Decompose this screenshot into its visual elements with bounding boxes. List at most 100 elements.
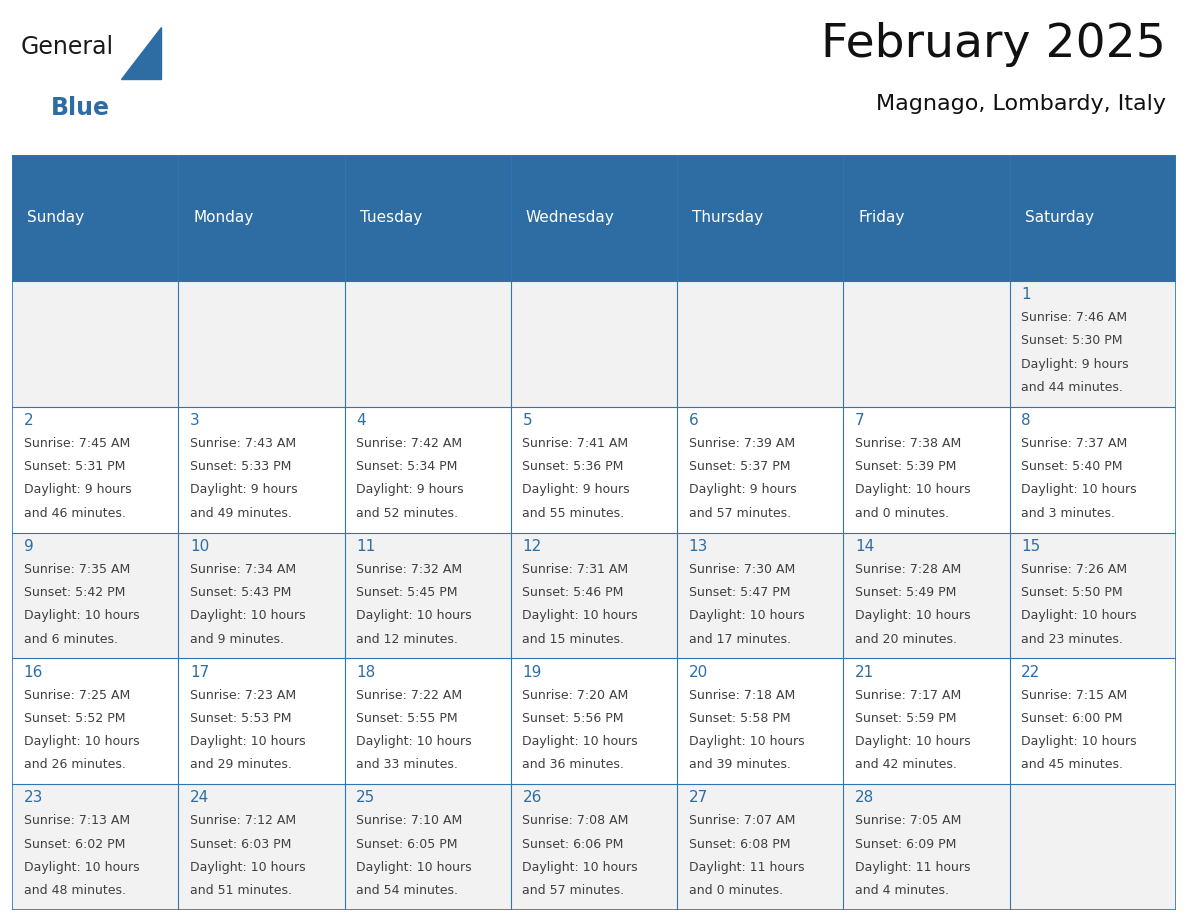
Bar (677, 532, 843, 658)
Text: Sunset: 5:37 PM: Sunset: 5:37 PM (689, 460, 790, 473)
Text: and 39 minutes.: and 39 minutes. (689, 758, 791, 771)
Bar (1010, 658, 1176, 784)
Bar (12, 658, 178, 784)
Text: Sunrise: 7:38 AM: Sunrise: 7:38 AM (855, 437, 961, 450)
Text: Sunrise: 7:30 AM: Sunrise: 7:30 AM (689, 563, 795, 576)
Text: 2: 2 (24, 413, 33, 428)
Text: Sunrise: 7:08 AM: Sunrise: 7:08 AM (523, 814, 628, 827)
Text: Sunrise: 7:34 AM: Sunrise: 7:34 AM (190, 563, 296, 576)
Text: Sunrise: 7:32 AM: Sunrise: 7:32 AM (356, 563, 462, 576)
Text: Sunset: 5:49 PM: Sunset: 5:49 PM (855, 586, 956, 599)
Bar (345, 658, 511, 784)
Text: Sunrise: 7:28 AM: Sunrise: 7:28 AM (855, 563, 961, 576)
Bar (511, 155, 677, 281)
Text: Sunrise: 7:18 AM: Sunrise: 7:18 AM (689, 688, 795, 701)
Text: Daylight: 9 hours: Daylight: 9 hours (523, 484, 630, 497)
Text: Daylight: 10 hours: Daylight: 10 hours (523, 610, 638, 622)
Bar (345, 407, 511, 532)
Text: Daylight: 10 hours: Daylight: 10 hours (24, 861, 139, 874)
Text: Daylight: 10 hours: Daylight: 10 hours (523, 861, 638, 874)
Text: Daylight: 10 hours: Daylight: 10 hours (356, 735, 472, 748)
Text: Daylight: 9 hours: Daylight: 9 hours (1022, 358, 1129, 371)
Bar (843, 281, 1010, 407)
Text: and 42 minutes.: and 42 minutes. (855, 758, 958, 771)
Text: 22: 22 (1022, 665, 1041, 679)
Text: Daylight: 10 hours: Daylight: 10 hours (689, 735, 804, 748)
Text: and 20 minutes.: and 20 minutes. (855, 633, 958, 645)
Text: Daylight: 9 hours: Daylight: 9 hours (356, 484, 463, 497)
Text: 14: 14 (855, 539, 874, 554)
Text: Daylight: 10 hours: Daylight: 10 hours (523, 735, 638, 748)
Bar (178, 155, 345, 281)
Text: 1: 1 (1022, 287, 1031, 302)
Text: 6: 6 (689, 413, 699, 428)
Text: and 9 minutes.: and 9 minutes. (190, 633, 284, 645)
Text: Daylight: 10 hours: Daylight: 10 hours (855, 484, 971, 497)
Text: Saturday: Saturday (1025, 210, 1094, 226)
Text: Daylight: 10 hours: Daylight: 10 hours (190, 610, 305, 622)
Bar (677, 155, 843, 281)
Text: and 0 minutes.: and 0 minutes. (855, 507, 949, 520)
Text: Sunday: Sunday (27, 210, 84, 226)
Text: and 17 minutes.: and 17 minutes. (689, 633, 791, 645)
Bar (1010, 784, 1176, 910)
Text: 7: 7 (855, 413, 865, 428)
Text: 3: 3 (190, 413, 200, 428)
Text: Sunrise: 7:31 AM: Sunrise: 7:31 AM (523, 563, 628, 576)
Text: Sunset: 5:58 PM: Sunset: 5:58 PM (689, 711, 790, 725)
Text: Sunset: 6:05 PM: Sunset: 6:05 PM (356, 837, 457, 851)
Text: Sunset: 6:09 PM: Sunset: 6:09 PM (855, 837, 956, 851)
Text: and 57 minutes.: and 57 minutes. (523, 884, 625, 897)
Text: Magnago, Lombardy, Italy: Magnago, Lombardy, Italy (876, 95, 1167, 114)
Text: and 4 minutes.: and 4 minutes. (855, 884, 949, 897)
Text: and 54 minutes.: and 54 minutes. (356, 884, 459, 897)
Text: Daylight: 10 hours: Daylight: 10 hours (24, 610, 139, 622)
Text: 25: 25 (356, 790, 375, 805)
Text: and 26 minutes.: and 26 minutes. (24, 758, 126, 771)
Text: 13: 13 (689, 539, 708, 554)
Text: Sunset: 5:42 PM: Sunset: 5:42 PM (24, 586, 125, 599)
Bar (178, 658, 345, 784)
Text: Daylight: 10 hours: Daylight: 10 hours (1022, 484, 1137, 497)
Text: Sunrise: 7:15 AM: Sunrise: 7:15 AM (1022, 688, 1127, 701)
Text: Friday: Friday (859, 210, 905, 226)
Bar (843, 532, 1010, 658)
Text: and 45 minutes.: and 45 minutes. (1022, 758, 1124, 771)
Text: and 33 minutes.: and 33 minutes. (356, 758, 459, 771)
Text: 26: 26 (523, 790, 542, 805)
Text: 23: 23 (24, 790, 43, 805)
Text: Sunrise: 7:05 AM: Sunrise: 7:05 AM (855, 814, 961, 827)
Text: Sunset: 5:40 PM: Sunset: 5:40 PM (1022, 460, 1123, 473)
Text: Daylight: 9 hours: Daylight: 9 hours (24, 484, 131, 497)
Bar (12, 155, 178, 281)
Text: Daylight: 9 hours: Daylight: 9 hours (689, 484, 796, 497)
Text: Sunrise: 7:10 AM: Sunrise: 7:10 AM (356, 814, 462, 827)
Text: Daylight: 10 hours: Daylight: 10 hours (1022, 735, 1137, 748)
Text: Daylight: 11 hours: Daylight: 11 hours (855, 861, 971, 874)
Text: Wednesday: Wednesday (526, 210, 614, 226)
Text: Daylight: 10 hours: Daylight: 10 hours (24, 735, 139, 748)
Text: Daylight: 10 hours: Daylight: 10 hours (190, 861, 305, 874)
Text: Sunrise: 7:42 AM: Sunrise: 7:42 AM (356, 437, 462, 450)
Text: Sunset: 5:36 PM: Sunset: 5:36 PM (523, 460, 624, 473)
Text: Daylight: 10 hours: Daylight: 10 hours (356, 610, 472, 622)
Bar (511, 281, 677, 407)
Text: 5: 5 (523, 413, 532, 428)
Text: and 55 minutes.: and 55 minutes. (523, 507, 625, 520)
Bar (12, 407, 178, 532)
Text: 10: 10 (190, 539, 209, 554)
Bar (843, 407, 1010, 532)
Text: and 6 minutes.: and 6 minutes. (24, 633, 118, 645)
Text: Thursday: Thursday (693, 210, 763, 226)
Bar (178, 407, 345, 532)
Text: Sunrise: 7:39 AM: Sunrise: 7:39 AM (689, 437, 795, 450)
Text: and 44 minutes.: and 44 minutes. (1022, 381, 1123, 394)
Text: Daylight: 9 hours: Daylight: 9 hours (190, 484, 297, 497)
Text: and 52 minutes.: and 52 minutes. (356, 507, 459, 520)
Text: 27: 27 (689, 790, 708, 805)
Text: Sunrise: 7:45 AM: Sunrise: 7:45 AM (24, 437, 129, 450)
Text: Sunset: 6:00 PM: Sunset: 6:00 PM (1022, 711, 1123, 725)
Text: Sunset: 6:03 PM: Sunset: 6:03 PM (190, 837, 291, 851)
Text: and 3 minutes.: and 3 minutes. (1022, 507, 1116, 520)
Bar (178, 532, 345, 658)
